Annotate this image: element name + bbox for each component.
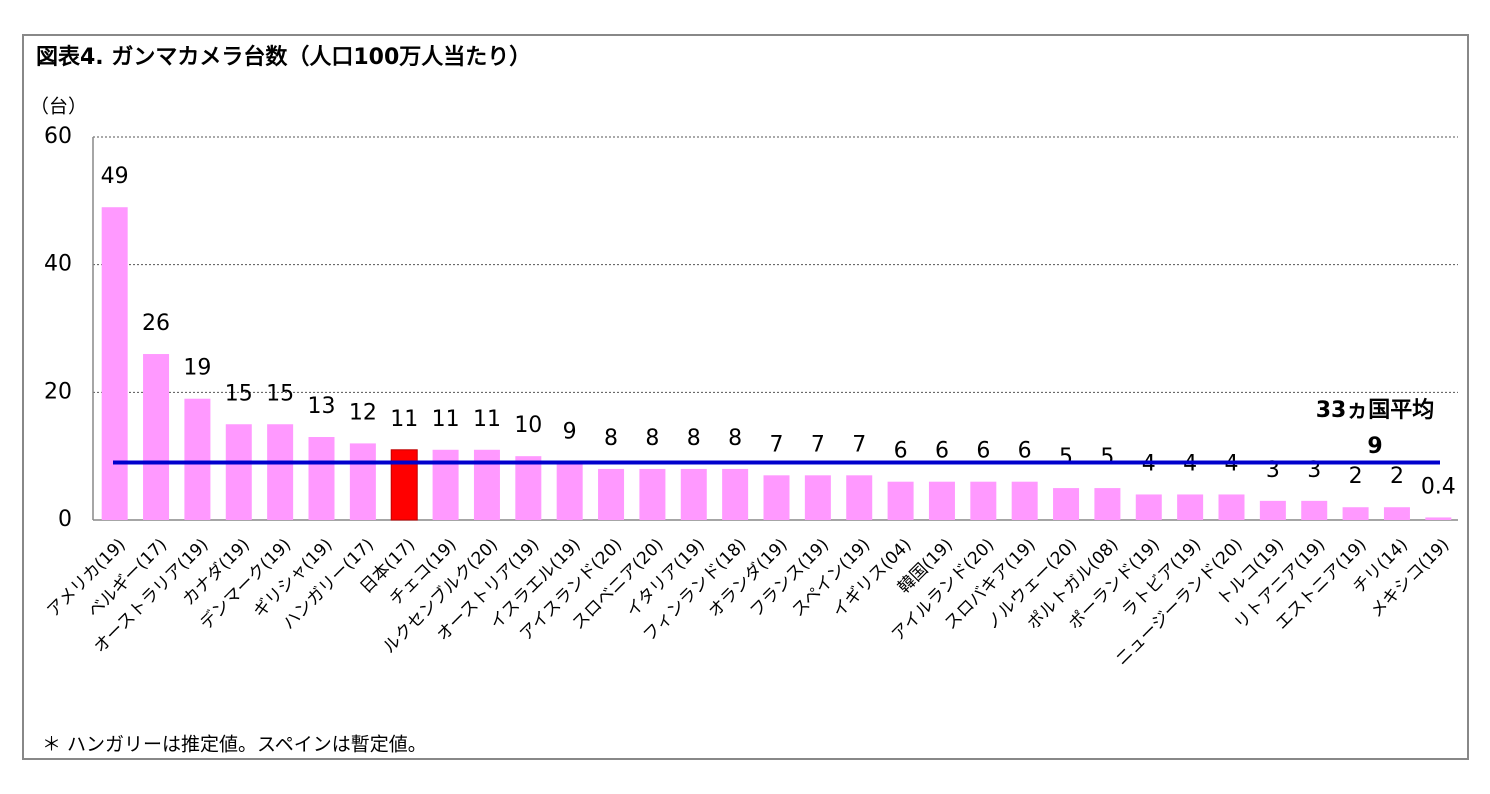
value-label: 8	[728, 426, 742, 451]
value-label: 11	[473, 407, 501, 432]
value-label: 19	[183, 356, 211, 381]
value-label: 2	[1390, 464, 1404, 489]
bar	[846, 475, 873, 520]
bar	[1301, 500, 1328, 520]
y-tick-label: 20	[44, 379, 72, 404]
bar	[639, 468, 666, 520]
value-label: 6	[976, 439, 990, 464]
value-label: 49	[101, 164, 129, 189]
bar	[308, 437, 335, 520]
value-label: 15	[266, 381, 294, 406]
value-label: 13	[308, 394, 336, 419]
bar	[887, 481, 914, 520]
bar	[267, 424, 294, 520]
value-label: 8	[604, 426, 618, 451]
bar	[1425, 517, 1452, 520]
bar	[556, 462, 583, 520]
value-label: 11	[432, 407, 460, 432]
bar	[432, 449, 459, 520]
bar	[722, 468, 749, 520]
value-label: 5	[1100, 445, 1114, 470]
average-value-label: 9	[1367, 434, 1382, 459]
y-tick-label: 40	[44, 252, 72, 277]
bar	[101, 207, 128, 520]
bar	[1135, 494, 1162, 520]
value-label: 10	[514, 413, 542, 438]
average-label: 33ヵ国平均	[1316, 397, 1435, 423]
bar	[1094, 488, 1121, 520]
chart-title: 図表4. ガンマカメラ台数（人口100万人当たり）	[36, 44, 531, 70]
value-label: 15	[225, 381, 253, 406]
bar	[1011, 481, 1038, 520]
bar	[1177, 494, 1204, 520]
value-label: 8	[687, 426, 701, 451]
y-axis-label: （台）	[30, 96, 87, 118]
value-label: 11	[390, 407, 418, 432]
value-label: 2	[1349, 464, 1363, 489]
bar	[390, 449, 418, 521]
value-label: 7	[811, 432, 825, 457]
value-label: 6	[935, 439, 949, 464]
y-tick-label: 60	[44, 124, 72, 149]
bar	[143, 354, 170, 520]
value-label: 26	[142, 311, 170, 336]
bar	[349, 443, 376, 520]
bar	[1053, 488, 1080, 520]
bar	[473, 449, 500, 520]
bar	[1259, 500, 1286, 520]
bar	[763, 475, 790, 520]
bar	[225, 424, 252, 520]
value-label: 12	[349, 400, 377, 425]
bar	[1383, 507, 1410, 520]
frame	[22, 34, 1469, 760]
value-label: 7	[852, 432, 866, 457]
bar	[970, 481, 997, 520]
bar	[680, 468, 707, 520]
bar	[804, 475, 831, 520]
footnote: ＊ ハンガリーは推定値。スペインは暫定値。	[42, 734, 427, 756]
value-label: 0.4	[1421, 474, 1456, 499]
bar	[928, 481, 955, 520]
bar	[1218, 494, 1245, 520]
value-label: 8	[645, 426, 659, 451]
bar	[184, 398, 211, 520]
bar	[598, 468, 625, 520]
value-label: 6	[894, 439, 908, 464]
bar	[1342, 507, 1369, 520]
value-label: 5	[1059, 445, 1073, 470]
value-label: 9	[563, 420, 577, 445]
bar	[515, 456, 542, 520]
y-tick-label: 0	[58, 507, 72, 532]
value-label: 6	[1018, 439, 1032, 464]
value-label: 7	[770, 432, 784, 457]
